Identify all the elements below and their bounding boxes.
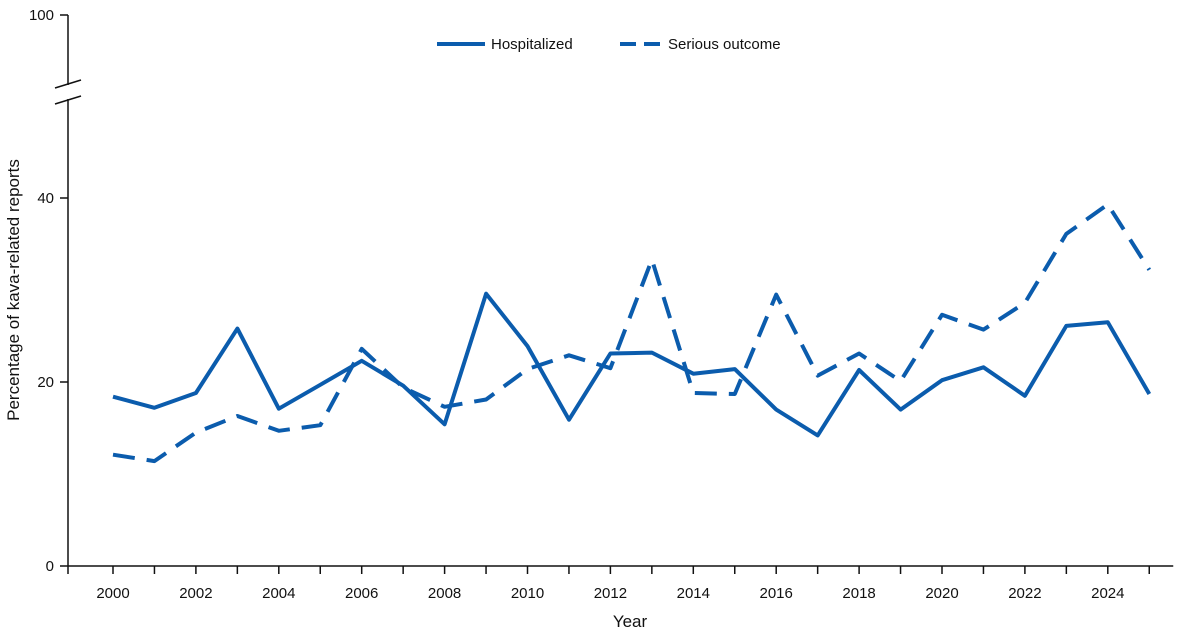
x-tick-label: 2018 (842, 585, 875, 602)
y-axis-break-mark (54, 79, 82, 89)
x-tick-label: 2008 (428, 585, 461, 602)
x-tick-label: 2016 (760, 585, 793, 602)
x-tick-label: 2012 (594, 585, 627, 602)
legend-label-serious-outcome: Serious outcome (668, 36, 781, 53)
x-tick-label: 2002 (179, 585, 212, 602)
x-tick-label: 2010 (511, 585, 544, 602)
x-tick-label: 2004 (262, 585, 295, 602)
series-lines (112, 202, 1152, 464)
x-tick-label: 2024 (1091, 585, 1124, 602)
x-tick-label: 2020 (925, 585, 958, 602)
axes: 0 20 40 100 2000 2002 2004 2006 2008 2010 2012 2014… (29, 7, 1174, 602)
legend-label-hospitalized: Hospitalized (491, 36, 573, 53)
x-tick-label: 2006 (345, 585, 378, 602)
x-tick-label: 2014 (677, 585, 710, 602)
x-tick-label: 2022 (1008, 585, 1041, 602)
y-tick-label: 100 (29, 7, 54, 24)
series-line-hospitalized (112, 291, 1152, 438)
y-tick-label: 0 (46, 558, 54, 575)
y-axis-break-mark (54, 95, 82, 105)
x-tick-label: 2000 (96, 585, 129, 602)
y-axis-title: Percentage of kava-related reports (4, 159, 23, 421)
legend: Hospitalized Serious outcome (437, 36, 781, 53)
y-tick-label: 40 (37, 190, 54, 207)
series-line-serious-outcome (112, 202, 1151, 464)
y-tick-label: 20 (37, 374, 54, 391)
x-axis-title: Year (613, 612, 648, 631)
